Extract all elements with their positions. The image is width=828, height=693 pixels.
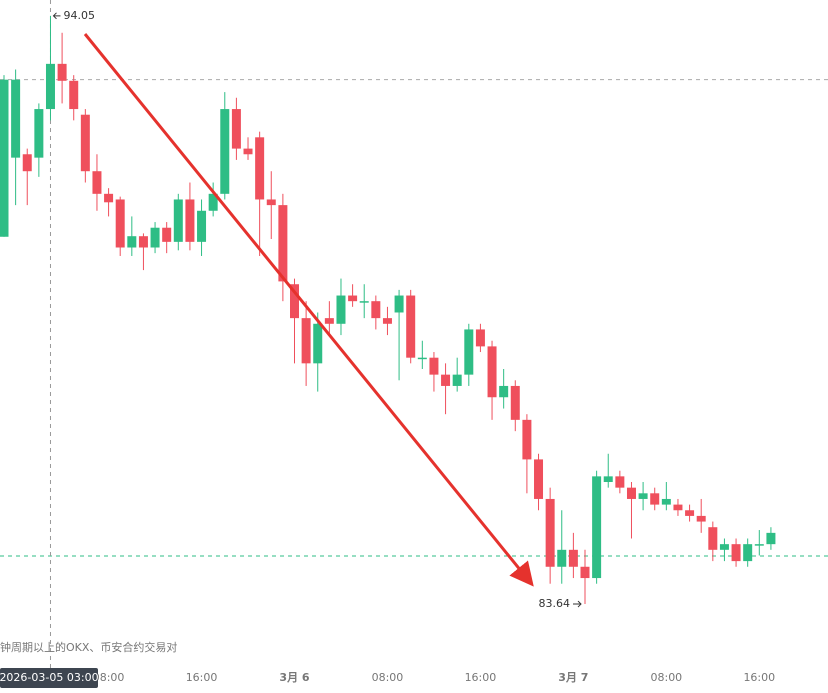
candle-body (324, 318, 334, 324)
candle-body (45, 63, 55, 110)
candle-body (487, 346, 497, 398)
candle-body (696, 515, 706, 522)
high-marker-arrow (52, 12, 61, 20)
candle-body (301, 318, 311, 364)
candle-body (452, 374, 462, 386)
trend-arrow (83, 33, 534, 587)
x-tick-label: 08:00 (372, 671, 404, 684)
candle-body (417, 357, 427, 360)
candle-body (719, 544, 729, 550)
candle-body (464, 329, 474, 375)
high-label: 94.05 (63, 9, 94, 22)
candle-body (359, 301, 369, 303)
candle-body (348, 295, 358, 302)
low-label: 83.64 (539, 597, 571, 610)
candle-body (11, 79, 21, 158)
candle-body (731, 544, 741, 562)
candle-body (127, 236, 137, 248)
candle-body (92, 171, 102, 194)
x-axis: 08:00 16:00 3月 6 08:00 16:00 3月 7 08:00 16:00 (93, 671, 775, 684)
candle-body (243, 148, 253, 155)
candle-body (197, 210, 207, 242)
candle-body (475, 329, 485, 347)
candle-body (406, 295, 416, 358)
candle-body (371, 301, 381, 319)
candle-body (650, 493, 660, 505)
candle-body (603, 476, 613, 483)
candle-body (22, 154, 32, 172)
candle-body (394, 295, 404, 313)
candle-body (441, 374, 451, 386)
candle-body (220, 109, 230, 194)
candles (0, 15, 776, 605)
candle-body (522, 419, 532, 460)
candle-body (510, 385, 520, 420)
candle-body (290, 284, 299, 319)
candle-body (80, 114, 90, 172)
candle-body (69, 80, 79, 110)
candle-body (115, 199, 125, 248)
candle-body (231, 109, 241, 149)
candle-body (382, 318, 392, 324)
x-tick-label: 3月 6 (279, 671, 309, 684)
candle-body (626, 487, 636, 499)
candle-body (615, 476, 625, 488)
candle-body (266, 199, 276, 206)
candle-body (638, 493, 648, 499)
watermark: 钟周期以上的OKX、币安合约交易对 (0, 640, 177, 654)
x-tick-label: 08:00 (93, 671, 125, 684)
candle-body (661, 498, 671, 505)
candle-body (545, 498, 555, 567)
x-tick-label: 16:00 (186, 671, 218, 684)
candle-body (429, 357, 439, 375)
low-marker-arrow (573, 600, 582, 608)
x-tick-label: 16:00 (743, 671, 775, 684)
x-tick-label: 08:00 (650, 671, 682, 684)
x-tick-label: 3月 7 (558, 671, 588, 684)
candle-body (592, 476, 602, 579)
candle-body (150, 227, 160, 248)
candle-body (138, 236, 148, 248)
candle-body (557, 549, 567, 567)
candle-body (673, 504, 683, 511)
candle-body (708, 527, 718, 550)
candle-body (499, 385, 509, 398)
candle-body (534, 459, 544, 499)
candle-body (685, 510, 695, 516)
candle-body (766, 532, 776, 545)
candle-body (104, 193, 114, 203)
reference-lines (0, 0, 828, 668)
candle-body (208, 193, 218, 211)
candle-body (754, 544, 764, 546)
candle-body (57, 63, 67, 81)
candle-body (0, 79, 9, 237)
candle-body (743, 544, 753, 562)
candle-body (278, 205, 288, 282)
labels: 2026-03-05 03:00 94.05 83.64 (0, 9, 582, 688)
candle-body (34, 109, 44, 158)
candle-body (185, 199, 195, 242)
candle-body (313, 323, 323, 364)
candle-body (580, 566, 590, 579)
x-tick-label: 16:00 (465, 671, 497, 684)
crosshair-label: 2026-03-05 03:00 (0, 671, 99, 684)
crosshair-label-box (0, 668, 98, 688)
candle-body (568, 549, 578, 567)
candle-body (336, 295, 346, 324)
candle-body (173, 199, 183, 242)
candle-body (255, 137, 265, 200)
candle-body (162, 227, 172, 242)
